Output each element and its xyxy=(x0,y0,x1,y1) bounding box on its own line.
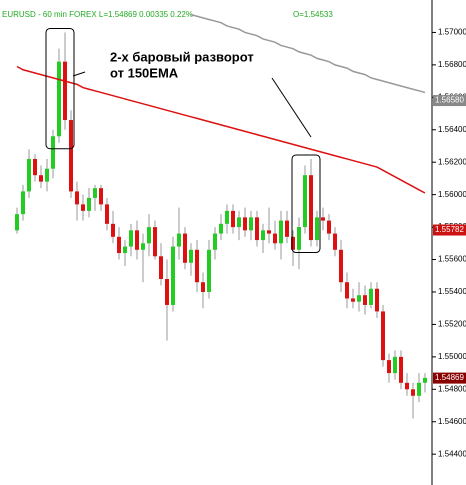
candle-body xyxy=(417,382,421,396)
highlight-box xyxy=(291,154,321,254)
candle-body xyxy=(87,197,91,211)
candle-body xyxy=(57,61,61,137)
candle-body xyxy=(339,249,343,283)
candle-body xyxy=(105,204,109,224)
y-tick-label: 1.55200 xyxy=(438,320,466,329)
y-tick-label: 1.54800 xyxy=(438,384,466,393)
y-tick-label: 1.55400 xyxy=(438,287,466,296)
candle-body xyxy=(75,191,79,205)
candle-body xyxy=(195,249,199,283)
candle-body xyxy=(189,249,193,263)
candle-body xyxy=(249,217,253,231)
header-right: O=1.54533 xyxy=(293,10,333,19)
candle-body xyxy=(135,230,139,250)
candle-body xyxy=(243,217,247,231)
candle-body xyxy=(153,227,157,257)
candle-body xyxy=(375,288,379,312)
candle-body xyxy=(183,233,187,263)
candle-body xyxy=(201,282,205,292)
candle-body xyxy=(315,217,319,241)
candle-body xyxy=(255,217,259,241)
candle-body xyxy=(405,382,409,390)
candle-body xyxy=(159,256,163,279)
candle-body xyxy=(93,188,97,198)
y-tick-label: 1.56800 xyxy=(438,60,466,69)
candle-body xyxy=(213,233,217,250)
candle-body xyxy=(63,61,67,121)
y-tick-label: 1.56400 xyxy=(438,125,466,134)
header: EURUSD - 60 min FOREX L=1.54869 0.00335 … xyxy=(2,10,193,19)
candle-body xyxy=(225,210,229,224)
candle-body xyxy=(207,249,211,292)
candle-body xyxy=(219,223,223,234)
ma-line xyxy=(16,65,426,194)
candle-body xyxy=(39,175,43,182)
y-tick-label: 1.56200 xyxy=(438,157,466,166)
candle-body xyxy=(387,360,391,374)
price-label: 1.56580 xyxy=(435,96,464,105)
candle-body xyxy=(309,175,313,241)
price-label: 1.55782 xyxy=(435,225,464,234)
price-label-bg xyxy=(433,224,466,236)
candle-body xyxy=(381,311,385,361)
candle-body xyxy=(123,246,127,254)
y-tick-label: 1.54600 xyxy=(438,417,466,426)
price-label-bg xyxy=(433,372,466,384)
candle-body xyxy=(399,356,403,383)
candle-body xyxy=(279,220,283,244)
candle-body xyxy=(369,288,373,305)
candle-body xyxy=(357,295,361,302)
y-tick-label: 1.57000 xyxy=(438,28,466,37)
candle-body xyxy=(267,230,271,234)
price-label-bg xyxy=(433,95,466,107)
connector xyxy=(72,71,86,77)
y-tick-label: 1.55000 xyxy=(438,352,466,361)
candle-body xyxy=(333,233,337,250)
candle-body xyxy=(69,120,73,192)
candle-body xyxy=(147,227,151,244)
candle-body xyxy=(423,377,427,383)
candle-body xyxy=(99,188,103,205)
candle-body xyxy=(345,282,349,299)
candle-body xyxy=(111,223,115,237)
connector xyxy=(271,77,312,138)
price-label: 1.54869 xyxy=(435,373,464,382)
candle-body xyxy=(231,210,235,228)
candle-body xyxy=(117,236,121,254)
candle-body xyxy=(81,204,85,211)
candle-body xyxy=(33,158,37,176)
y-tick-label: 1.54400 xyxy=(438,449,466,458)
candle-body xyxy=(411,389,415,396)
candle-body xyxy=(285,220,289,237)
candle-body xyxy=(165,278,169,305)
candle-body xyxy=(363,295,367,305)
candle-body xyxy=(141,243,145,250)
candle-body xyxy=(129,230,133,247)
candle-body xyxy=(273,233,277,244)
candle-body xyxy=(327,220,331,234)
highlight-box xyxy=(45,27,75,150)
candle-body xyxy=(15,214,19,231)
candle-body xyxy=(393,356,397,374)
ma-line xyxy=(190,13,426,94)
annotation: от 150EMA xyxy=(110,65,179,80)
annotation: 2-х баровый разворот xyxy=(110,49,254,64)
candle-body xyxy=(171,246,175,305)
candle-body xyxy=(27,158,31,192)
candle-body xyxy=(291,236,295,250)
candle-body xyxy=(51,136,55,169)
candle-body xyxy=(177,233,181,247)
candle-body xyxy=(45,168,49,182)
candle-body xyxy=(261,230,265,241)
y-tick-label: 1.56000 xyxy=(438,190,466,199)
candle-body xyxy=(237,217,241,228)
candle-body xyxy=(21,191,25,215)
y-tick-label: 1.55600 xyxy=(438,255,466,264)
candle-body xyxy=(297,227,301,250)
candle-body xyxy=(321,217,325,221)
candle-body xyxy=(303,175,307,228)
candle-body xyxy=(351,298,355,302)
